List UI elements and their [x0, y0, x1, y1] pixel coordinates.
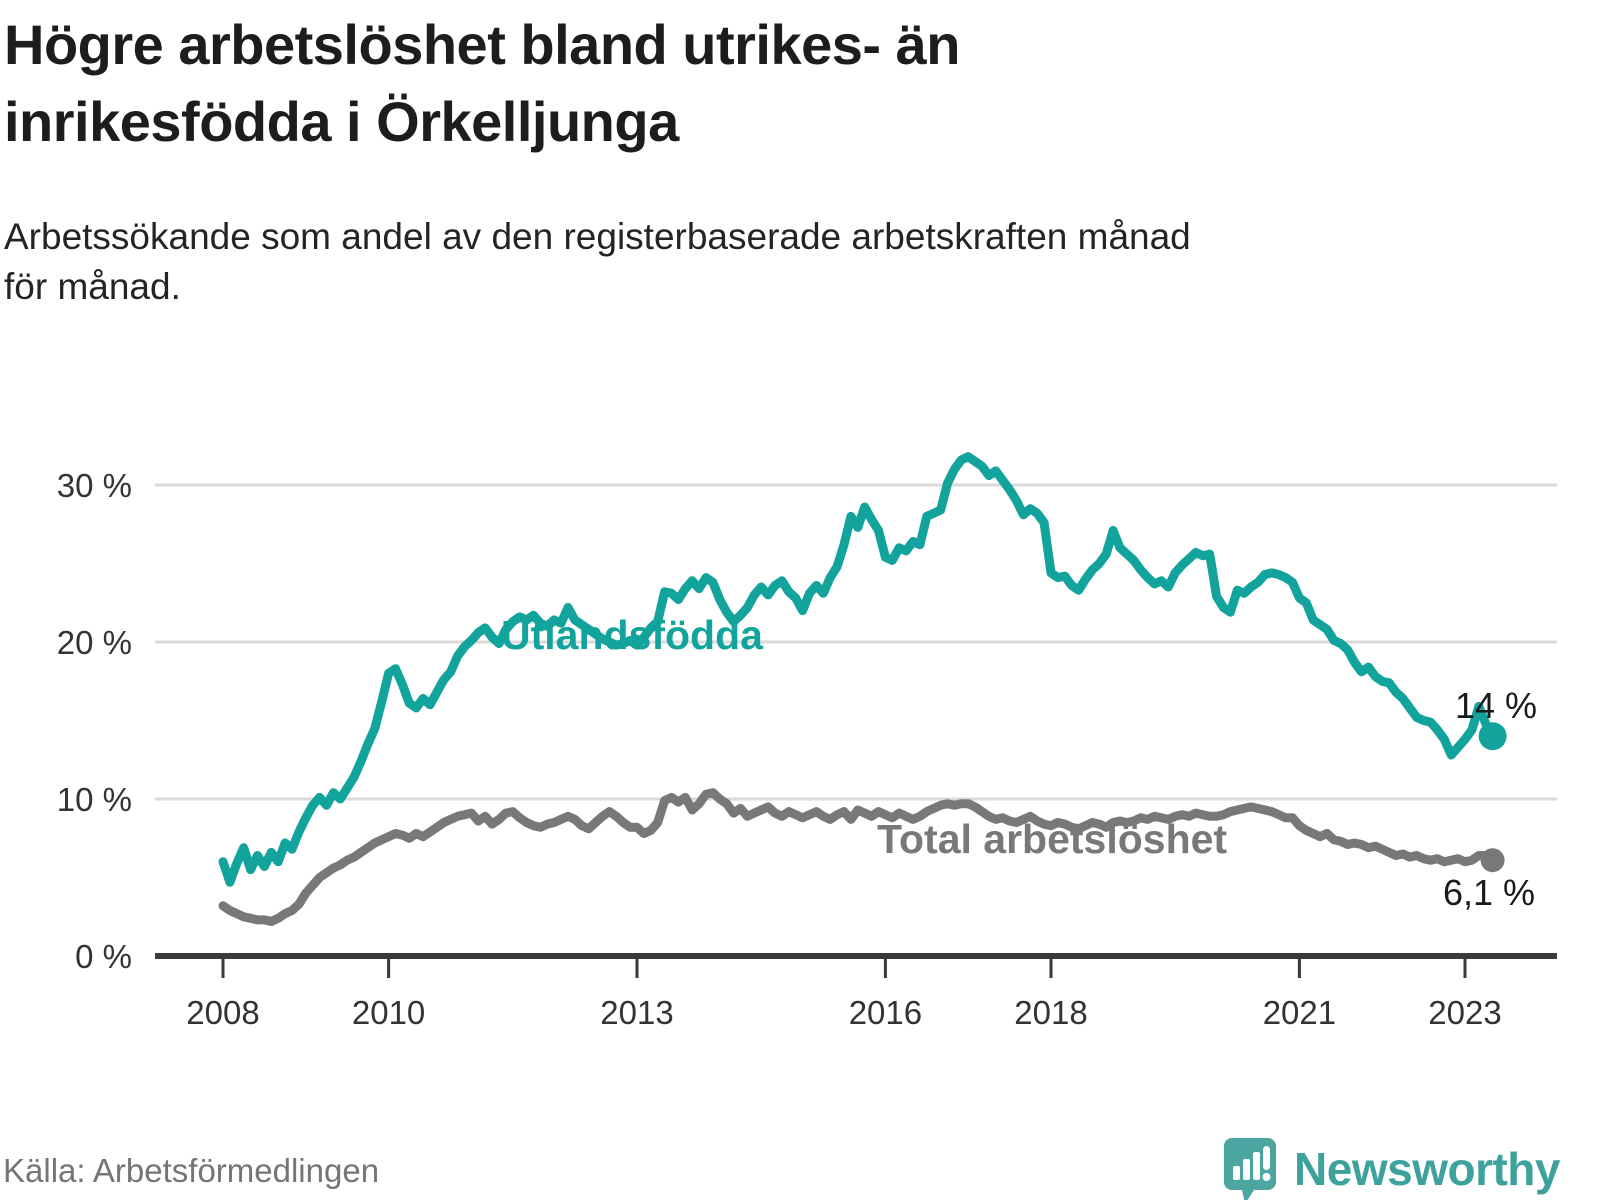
series-label-total-arbetsloshet: Total arbetslöshet	[877, 816, 1227, 862]
axes: 0 % 10 % 20 % 30 % 2008 2010 2013 2016 2018 2021 2…	[57, 467, 1557, 1031]
x-tick-label-2013: 2013	[600, 994, 673, 1031]
y-tick-label-0: 0 %	[75, 938, 132, 975]
x-tick-label-2021: 2021	[1263, 994, 1336, 1031]
series-line-utlandsfodda	[218, 452, 1498, 887]
gridlines	[155, 483, 1557, 801]
newsworthy-pin-bar-chart-icon	[1224, 1138, 1277, 1200]
x-tick-label-2010: 2010	[352, 994, 425, 1031]
series-label-utlandsfodda: Utlandsfödda	[501, 612, 764, 658]
y-tick-label-20: 20 %	[57, 624, 132, 661]
end-value-label-utlandsfodda: 14 %	[1455, 685, 1537, 726]
subtitle-line-2: för månad.	[4, 265, 181, 307]
x-tick-label-2023: 2023	[1428, 994, 1501, 1031]
chart-subtitle: Arbetssökande som andel av den registerb…	[4, 212, 1544, 312]
y-tick-label-30: 30 %	[57, 467, 132, 504]
title-line-1: Högre arbetslöshet bland utrikes- än	[4, 13, 960, 76]
page-title: Högre arbetslöshet bland utrikes- än inr…	[4, 6, 1284, 161]
end-dot-utlandsfodda	[1478, 722, 1507, 751]
title-line-2: inrikesfödda i Örkelljunga	[4, 90, 679, 154]
source-note: Källa: Arbetsförmedlingen	[3, 1152, 380, 1189]
x-tick-label-2018: 2018	[1014, 994, 1087, 1031]
subtitle-line-1: Arbetssökande som andel av den registerb…	[4, 216, 1191, 257]
x-tick-label-2008: 2008	[186, 994, 259, 1031]
series-line-total	[218, 788, 1498, 926]
series-lines	[218, 452, 1507, 926]
end-value-label-total: 6,1 %	[1443, 872, 1535, 913]
end-dot-total	[1480, 848, 1505, 873]
y-tick-label-10: 10 %	[57, 781, 132, 818]
x-tick-label-2016: 2016	[849, 994, 922, 1031]
brand-wordmark: Newsworthy	[1294, 1143, 1560, 1195]
brand-logo: Newsworthy	[1222, 1136, 1560, 1200]
